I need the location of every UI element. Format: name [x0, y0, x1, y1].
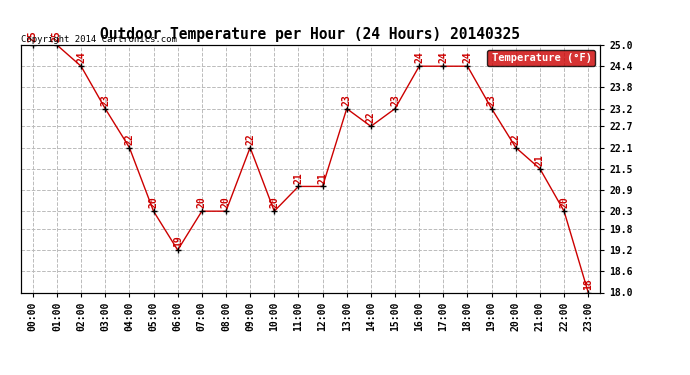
Text: 23: 23 — [100, 94, 110, 106]
Text: 21: 21 — [293, 172, 304, 184]
Text: 23: 23 — [486, 94, 497, 106]
Text: Copyright 2014 Cartronics.com: Copyright 2014 Cartronics.com — [21, 35, 177, 44]
Text: 25: 25 — [52, 30, 62, 42]
Text: 20: 20 — [559, 196, 569, 208]
Text: 23: 23 — [342, 94, 352, 106]
Text: 20: 20 — [148, 196, 159, 208]
Text: 25: 25 — [28, 30, 38, 42]
Text: 22: 22 — [511, 133, 521, 145]
Text: 21: 21 — [317, 172, 328, 184]
Text: 24: 24 — [438, 52, 449, 63]
Text: 22: 22 — [245, 133, 255, 145]
Text: 24: 24 — [76, 52, 86, 63]
Text: 24: 24 — [462, 52, 473, 63]
Text: 20: 20 — [269, 196, 279, 208]
Text: 20: 20 — [197, 196, 207, 208]
Text: 19: 19 — [172, 236, 183, 247]
Text: 22: 22 — [366, 112, 376, 123]
Legend: Temperature (°F): Temperature (°F) — [486, 50, 595, 66]
Text: 22: 22 — [124, 133, 135, 145]
Text: 24: 24 — [414, 52, 424, 63]
Title: Outdoor Temperature per Hour (24 Hours) 20140325: Outdoor Temperature per Hour (24 Hours) … — [101, 27, 520, 42]
Text: 20: 20 — [221, 196, 231, 208]
Text: 18: 18 — [583, 278, 593, 290]
Text: 23: 23 — [390, 94, 400, 106]
Text: 21: 21 — [535, 154, 545, 166]
